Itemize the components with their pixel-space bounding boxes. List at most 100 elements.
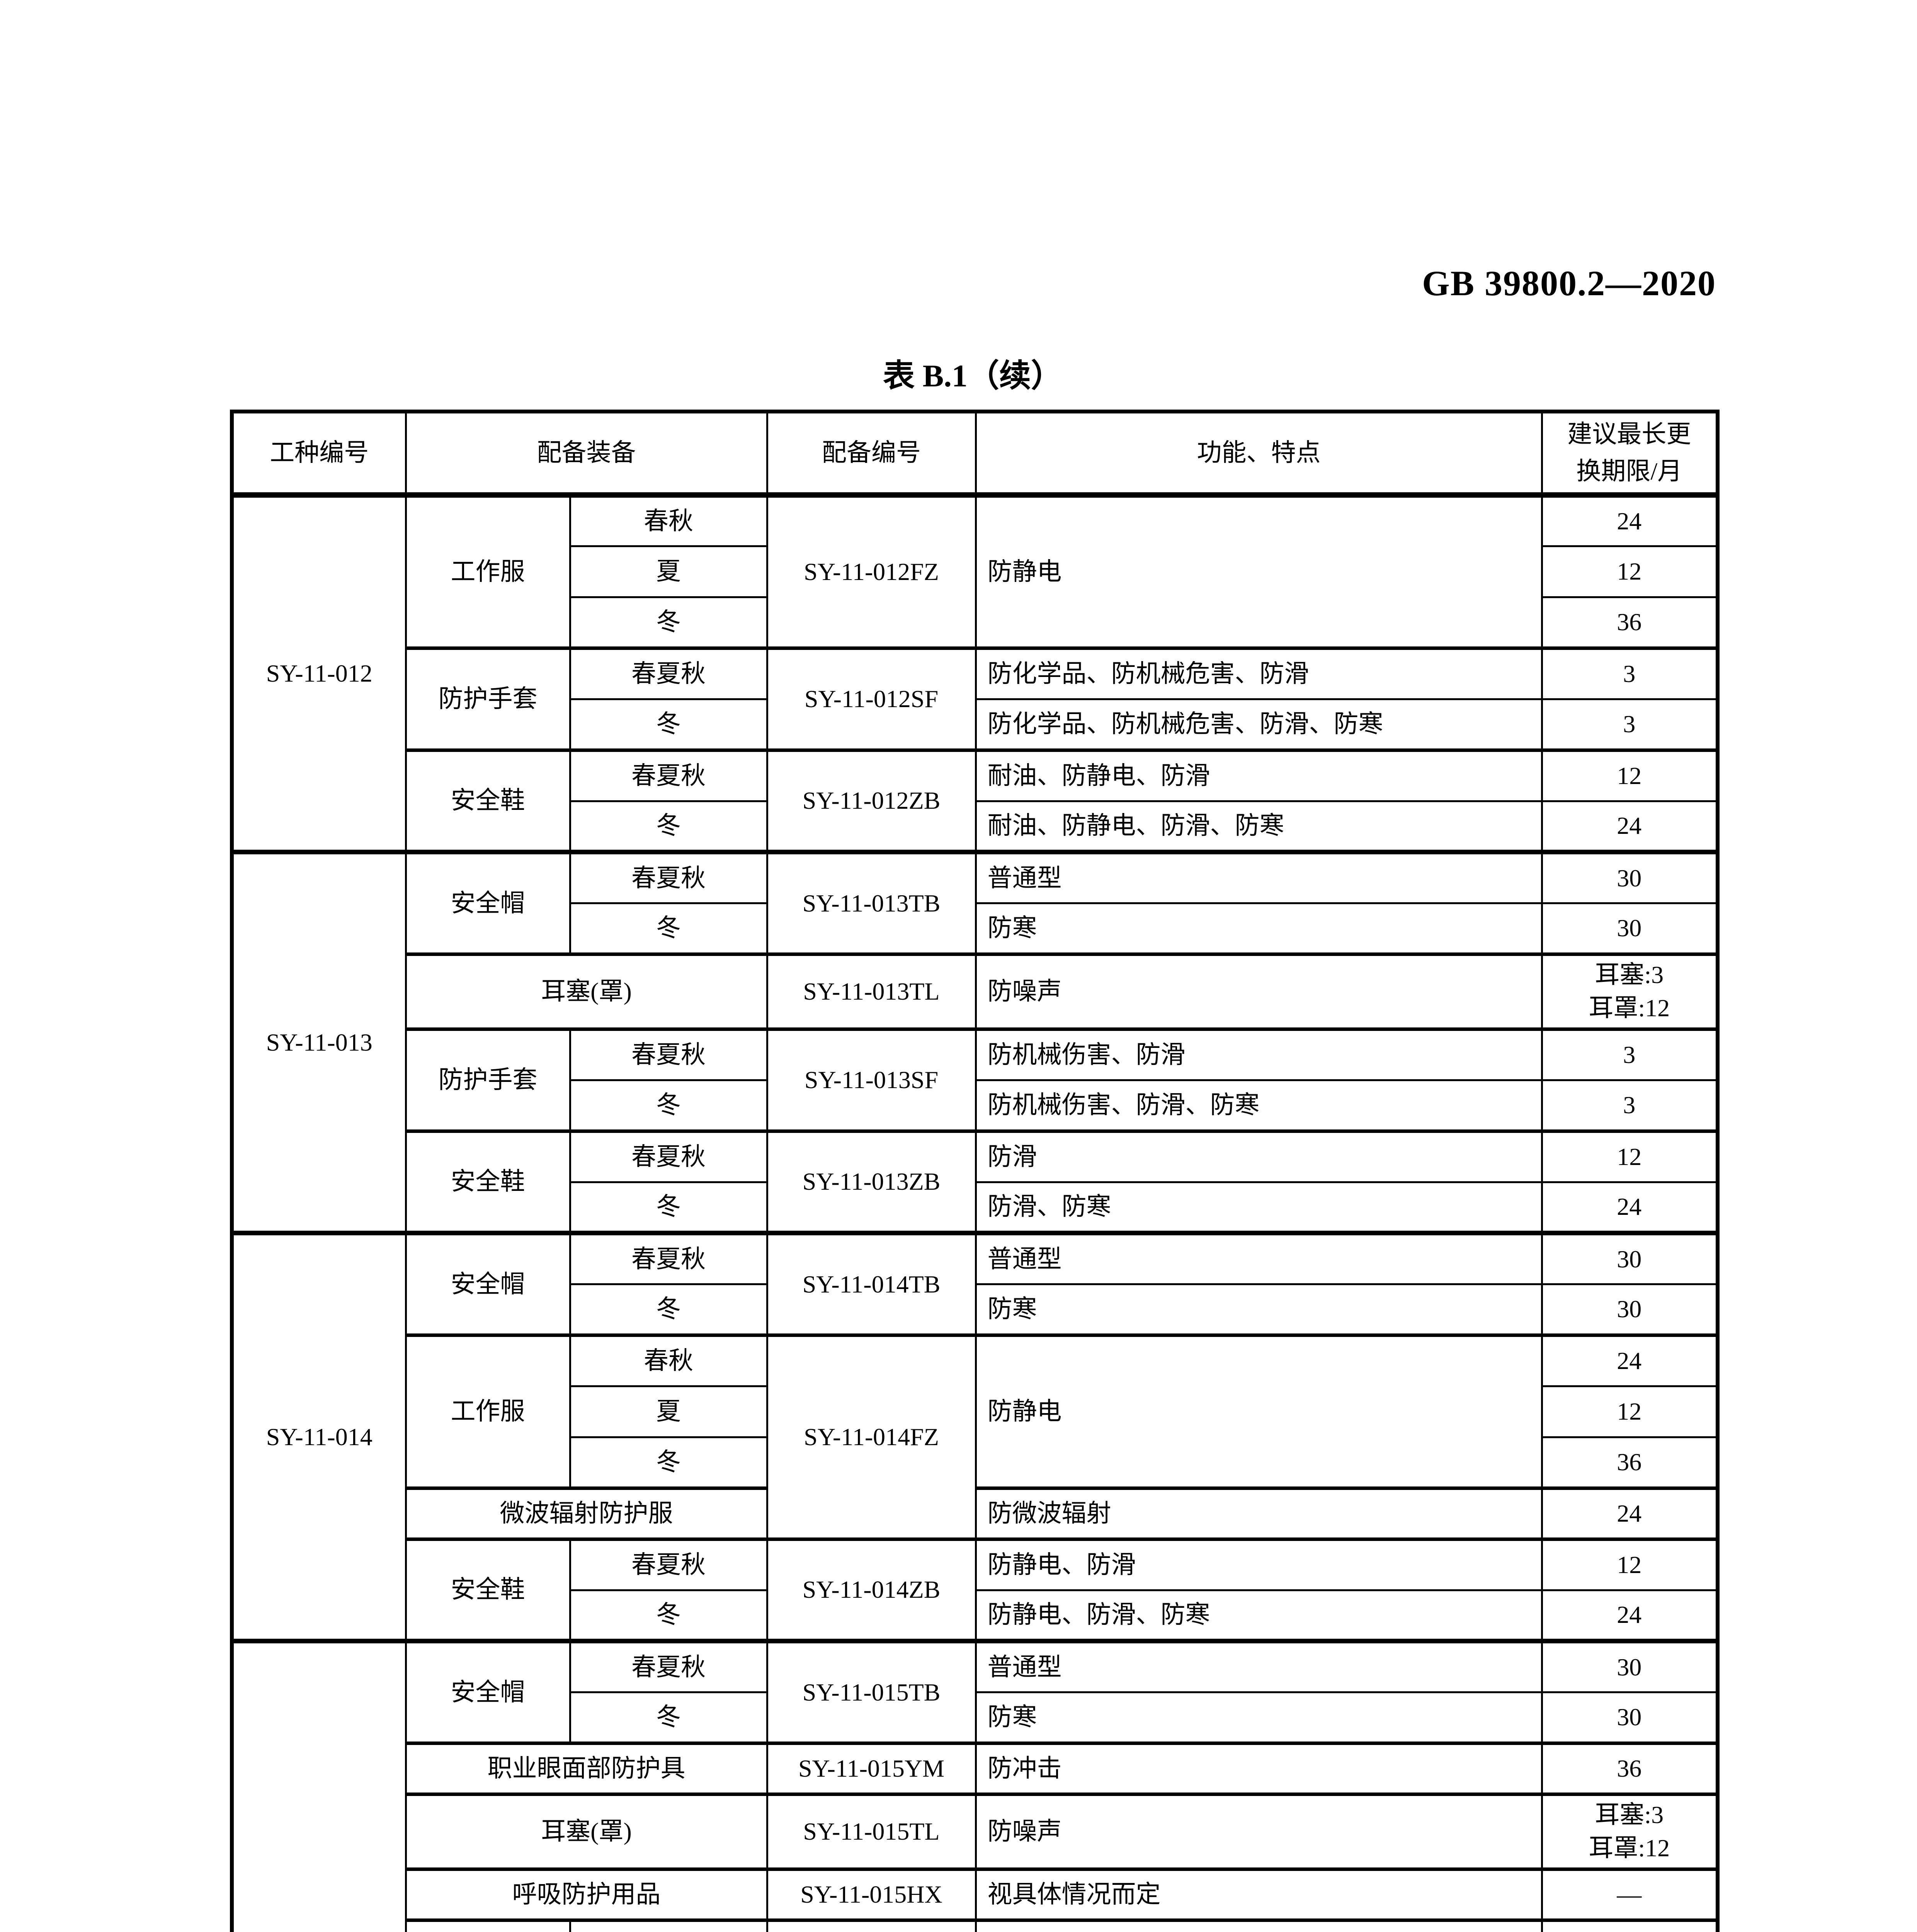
job-code-cell: SY-11-014 xyxy=(231,1231,407,1642)
function-cell: 防寒 xyxy=(975,1283,1543,1336)
equipment-cell: 安全鞋 xyxy=(405,1537,571,1642)
season-cell: 冬 xyxy=(569,1691,768,1744)
replacement-period-cell: — xyxy=(1541,1867,1719,1921)
season-cell: 春夏秋 xyxy=(569,1129,768,1183)
table-row: 职业眼面部防护具 SY-11-015YM 防冲击 36 xyxy=(232,1741,1719,1795)
equipment-cell: 微波辐射防护服 xyxy=(405,1486,768,1540)
function-cell: 具有防静电功能的阻燃服 xyxy=(975,1918,1543,1932)
table-row: 冬 防化学品、防机械危害、防滑、防寒 3 xyxy=(232,698,1719,751)
equipment-cell: 安全鞋 xyxy=(405,748,571,853)
replacement-period-cell: 12 xyxy=(1541,1537,1719,1591)
replacement-period-cell: 12 xyxy=(1541,545,1719,598)
equipment-cell: 耳塞(罩) xyxy=(405,1792,768,1870)
season-cell: 春夏秋 xyxy=(569,1639,768,1693)
standard-code-header: GB 39800.2—2020 xyxy=(1422,264,1716,303)
replacement-period-cell: 24 xyxy=(1541,1333,1719,1387)
equipment-code-cell: SY-11-012FZ xyxy=(766,493,977,649)
replacement-period-cell: 24 xyxy=(1541,493,1719,547)
table-row: 冬 防寒 30 xyxy=(232,1283,1719,1336)
equipment-cell: 安全帽 xyxy=(405,1639,571,1744)
function-cell: 普通型 xyxy=(975,1231,1543,1285)
function-cell: 耐油、防静电、防滑 xyxy=(975,748,1543,802)
season-cell: 春夏秋 xyxy=(569,646,768,700)
replacement-period-cell: 3 xyxy=(1541,1079,1719,1132)
function-cell: 防静电、防滑、防寒 xyxy=(975,1589,1543,1642)
replacement-period-cell: 36 xyxy=(1541,1741,1719,1795)
function-cell: 耐油、防静电、防滑、防寒 xyxy=(975,800,1543,853)
season-cell: 夏 xyxy=(569,545,768,598)
table-row: 冬 防滑、防寒 24 xyxy=(232,1181,1719,1234)
table-row: SY-11-012 工作服 春秋 SY-11-012FZ 防静电 24 xyxy=(231,493,1719,853)
table-header-row: 工种编号 配备装备 配备编号 功能、特点 建议最长更 换期限/月 xyxy=(231,410,1719,498)
equipment-cell: 职业眼面部防护具 xyxy=(405,1741,768,1795)
table-row: 安全鞋 春夏秋 SY-11-012ZB 耐油、防静电、防滑 12 xyxy=(232,748,1719,853)
table-row: 夏 12 xyxy=(232,545,1719,598)
season-cell: 春夏秋 xyxy=(569,748,768,802)
function-cell: 防滑 xyxy=(975,1129,1543,1183)
season-cell: 冬 xyxy=(569,596,768,649)
col-header-equipment: 配备装备 xyxy=(405,410,768,498)
table-row: SY-11-014 安全帽 春夏秋 SY-11-014TB 普通型 30 xyxy=(231,1231,1719,1642)
replacement-period-cell: 12 xyxy=(1541,1129,1719,1183)
equipment-code-cell: SY-11-014ZB xyxy=(766,1537,977,1642)
function-cell: 防微波辐射 xyxy=(975,1486,1543,1540)
equipment-code-cell: SY-11-015TL xyxy=(766,1792,977,1870)
season-cell: 春夏秋 xyxy=(569,850,768,904)
replacement-period-cell: 36 xyxy=(1541,1436,1719,1489)
function-cell: 防化学品、防机械危害、防滑 xyxy=(975,646,1543,700)
equipment-code-cell: SY-11-012ZB xyxy=(766,748,977,853)
table-caption: 表 B.1（续） xyxy=(883,358,1063,393)
season-cell: 春夏秋 xyxy=(569,1027,768,1081)
replacement-period-cell: 24 xyxy=(1541,800,1719,853)
table-row: 冬 防寒 30 xyxy=(232,1691,1719,1744)
equipment-code-cell: SY-11-015TB xyxy=(766,1639,977,1744)
replacement-period-cell: 24 xyxy=(1541,1589,1719,1642)
table-row: 防护手套 春夏秋 SY-11-013SF 防机械伤害、防滑 3 xyxy=(232,1027,1719,1132)
col-header-equipment-code: 配备编号 xyxy=(766,410,977,498)
col-header-job-code: 工种编号 xyxy=(231,410,407,498)
season-cell: 春夏秋 xyxy=(569,1231,768,1285)
season-cell: 春秋 xyxy=(569,1918,768,1932)
function-cell: 防冲击 xyxy=(975,1741,1543,1795)
function-cell: 防噪声 xyxy=(975,952,1543,1030)
equipment-cell: 工作服 xyxy=(405,1333,571,1489)
replacement-period-cell: 耳塞:3 耳罩:12 xyxy=(1541,1792,1719,1870)
function-cell: 防寒 xyxy=(975,902,1543,955)
replacement-period-cell: 耳塞:3 耳罩:12 xyxy=(1541,952,1719,1030)
job-code-cell: SY-11-012 xyxy=(231,493,407,853)
season-cell: 冬 xyxy=(569,1181,768,1234)
function-cell: 视具体情况而定 xyxy=(975,1867,1543,1921)
equipment-code-cell: SY-11-013SF xyxy=(766,1027,977,1132)
equipment-code-cell: SY-11-014FZ xyxy=(766,1333,977,1540)
season-cell: 冬 xyxy=(569,698,768,751)
replacement-period-cell: 30 xyxy=(1541,1639,1719,1693)
equipment-cell: 防护手套 xyxy=(405,1027,571,1132)
season-cell: 夏 xyxy=(569,1385,768,1438)
function-cell: 防噪声 xyxy=(975,1792,1543,1870)
function-cell: 防静电、防滑 xyxy=(975,1537,1543,1591)
season-cell: 冬 xyxy=(569,1589,768,1642)
replacement-period-cell: 30 xyxy=(1541,1231,1719,1285)
season-cell: 冬 xyxy=(569,1283,768,1336)
function-cell: 防寒 xyxy=(975,1691,1543,1744)
replacement-period-cell: 12 xyxy=(1541,1385,1719,1438)
table-row: 耳塞(罩) SY-11-013TL 防噪声 耳塞:3 耳罩:12 xyxy=(232,952,1719,1030)
equipment-code-cell: SY-11-013ZB xyxy=(766,1129,977,1234)
table-row: 安全鞋 春夏秋 SY-11-014ZB 防静电、防滑 12 xyxy=(232,1537,1719,1642)
function-cell: 防滑、防寒 xyxy=(975,1181,1543,1234)
replacement-period-cell: 24 xyxy=(1541,1181,1719,1234)
equipment-code-cell: SY-11-015FZ xyxy=(766,1918,977,1932)
table-row: 防护手套 春夏秋 SY-11-012SF 防化学品、防机械危害、防滑 3 xyxy=(232,646,1719,751)
function-cell: 防静电 xyxy=(975,493,1543,649)
col-header-features: 功能、特点 xyxy=(975,410,1543,498)
function-cell: 防机械伤害、防滑、防寒 xyxy=(975,1079,1543,1132)
replacement-period-cell: 3 xyxy=(1541,698,1719,751)
ppe-equipment-table: 工种编号 配备装备 配备编号 功能、特点 建议最长更 换期限/月 SY-11-0… xyxy=(230,410,1720,1932)
equipment-code-cell: SY-11-013TB xyxy=(766,850,977,955)
equipment-cell: 安全帽 xyxy=(405,850,571,955)
function-cell: 防机械伤害、防滑 xyxy=(975,1027,1543,1081)
table-row: 冬 耐油、防静电、防滑、防寒 24 xyxy=(232,800,1719,853)
replacement-period-cell: 30 xyxy=(1541,1691,1719,1744)
